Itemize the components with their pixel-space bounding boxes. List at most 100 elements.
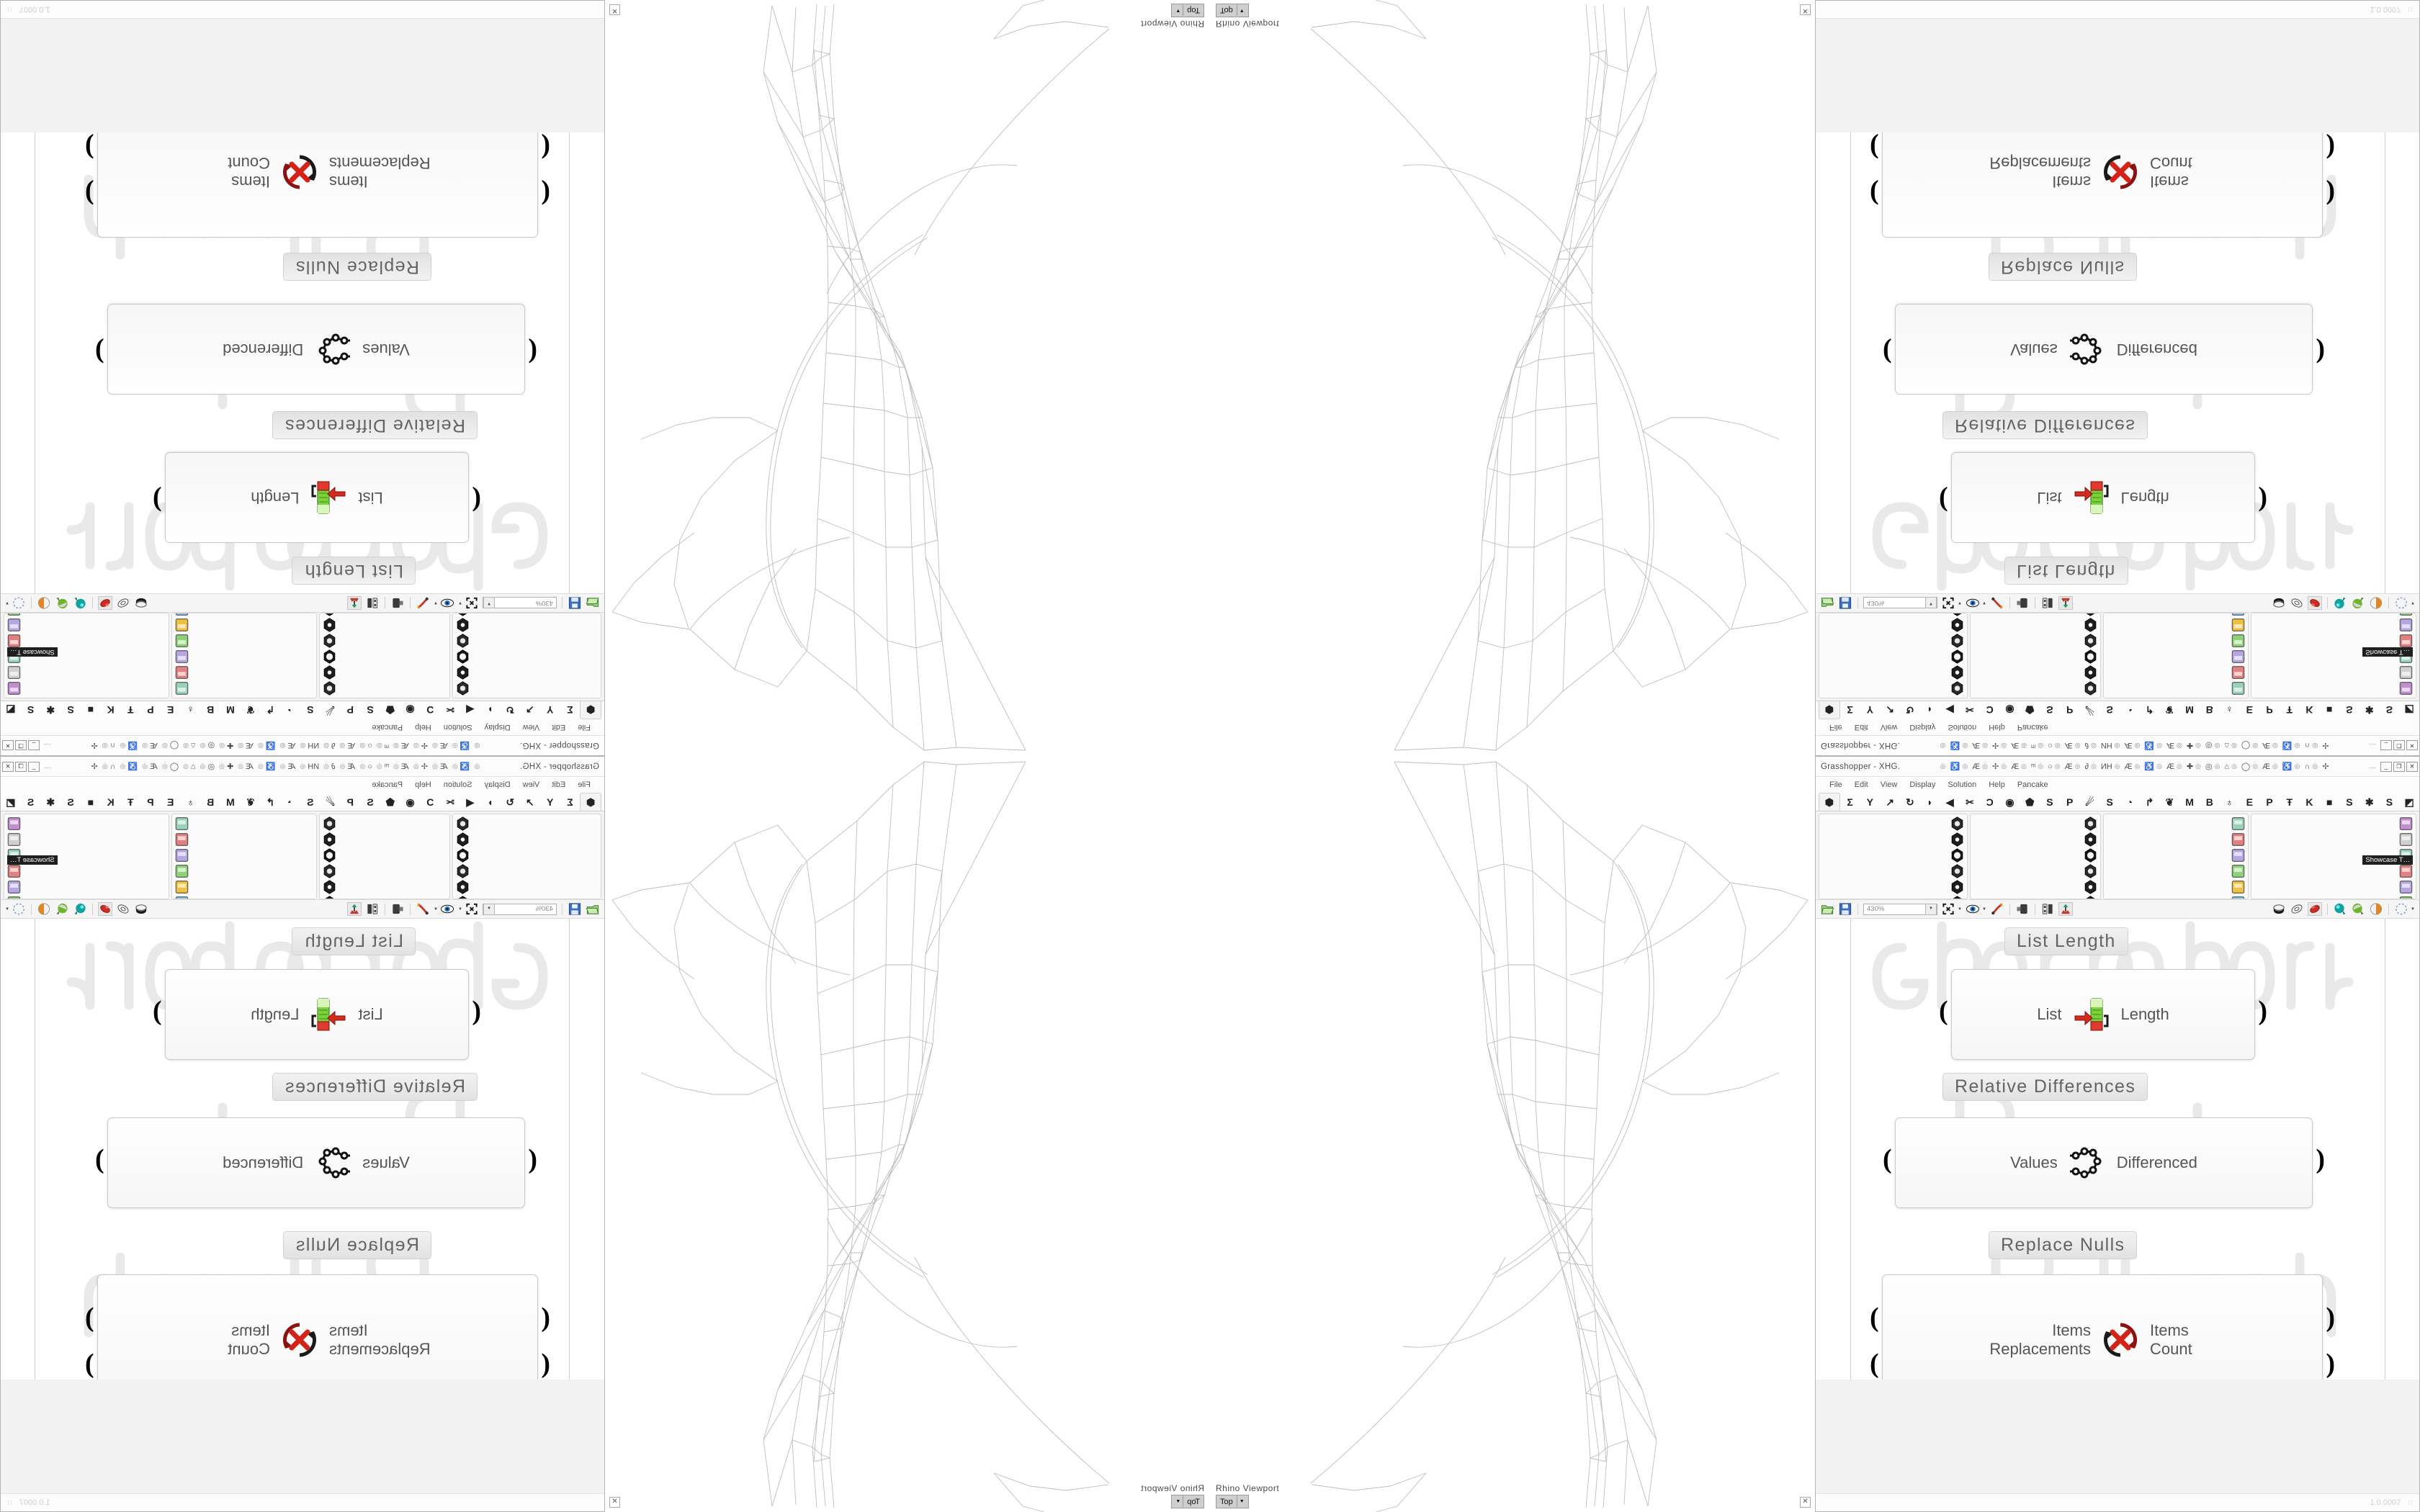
- widget-dot-icon[interactable]: ◎: [120, 742, 126, 750]
- output-grip-icon[interactable]: ): [2326, 1302, 2335, 1333]
- widget-3e-icon[interactable]: Ӕ: [1972, 741, 1981, 750]
- resize-grip-icon[interactable]: ⁝⁝: [2408, 6, 2414, 13]
- output-grip-icon[interactable]: ): [2258, 486, 2267, 516]
- component-icon[interactable]: [2082, 665, 2099, 680]
- close-button[interactable]: ✕: [2406, 740, 2418, 751]
- blue-tab[interactable]: ■: [87, 704, 94, 716]
- widget-3e2-icon[interactable]: Ӕ: [400, 741, 409, 750]
- component-icon[interactable]: [2230, 832, 2246, 847]
- component-icon[interactable]: [1949, 879, 1966, 895]
- component-icon[interactable]: [2230, 863, 2246, 879]
- component-icon[interactable]: [2230, 633, 2246, 649]
- save-file-icon[interactable]: [568, 596, 582, 610]
- more-icon[interactable]: …: [44, 742, 51, 750]
- widget-dot2-icon[interactable]: ◎: [2205, 741, 2213, 750]
- component-icon[interactable]: [1949, 680, 1966, 696]
- component-icon[interactable]: [454, 680, 471, 696]
- t3-tab[interactable]: Ŧ: [2286, 796, 2293, 808]
- widget-dot-icon[interactable]: ◎: [323, 742, 330, 750]
- kangaroo-tab[interactable]: ⬟: [2025, 796, 2035, 808]
- widget-circle-icon[interactable]: ○: [2048, 762, 2053, 771]
- component-icon[interactable]: [6, 633, 22, 649]
- component-icon[interactable]: [2230, 617, 2246, 633]
- param-label[interactable]: Items: [2052, 173, 2091, 191]
- kangaroo-tab[interactable]: ⬟: [2025, 704, 2035, 716]
- param-label[interactable]: Length: [251, 1005, 300, 1023]
- component-icon[interactable]: [454, 832, 471, 847]
- chevron-down-icon[interactable]: ▼: [483, 903, 495, 915]
- widget-un-icon[interactable]: ИН: [308, 762, 320, 771]
- widget-dot-icon[interactable]: ◎: [2021, 762, 2027, 770]
- widget-dot-icon[interactable]: ◎: [2231, 762, 2237, 770]
- node-caption[interactable]: Replace Nulls: [1989, 1231, 2138, 1259]
- param-label[interactable]: Length: [2120, 489, 2169, 507]
- preview-toggle-icon[interactable]: [1966, 902, 1980, 916]
- param-label[interactable]: Replacements: [329, 1340, 431, 1358]
- node-caption[interactable]: Relative Differences: [1942, 1073, 2148, 1101]
- widget-cross-icon[interactable]: ✚: [2186, 741, 2194, 750]
- split-panel-icon[interactable]: [2040, 902, 2055, 916]
- e-tab[interactable]: E: [167, 704, 174, 716]
- widget-dot-icon[interactable]: ◎: [2176, 742, 2182, 750]
- mesh-tab[interactable]: ◀: [1945, 704, 1954, 716]
- bug-tab[interactable]: ☄: [2085, 704, 2094, 716]
- maths-tab[interactable]: Σ: [567, 796, 573, 808]
- widget-profiler-icon[interactable]: ♿: [460, 741, 470, 750]
- node-caption[interactable]: List Length: [292, 927, 416, 955]
- widget-3e4-icon[interactable]: Ӕ: [2124, 762, 2133, 771]
- widget-pin-icon[interactable]: ♿: [2144, 741, 2155, 750]
- widget-dc-icon[interactable]: ∂: [2084, 741, 2089, 750]
- s3-tab[interactable]: S: [2346, 704, 2353, 716]
- component-icon[interactable]: [2398, 895, 2414, 899]
- material-green-icon[interactable]: [2351, 902, 2365, 916]
- component-icon[interactable]: [454, 665, 471, 680]
- bee-tab[interactable]: ♁: [187, 796, 194, 808]
- chevron-down-icon[interactable]: ▼: [1958, 906, 1962, 912]
- menu-item-pancake[interactable]: Pancake: [2017, 780, 2048, 789]
- s2-tab[interactable]: S: [307, 704, 314, 716]
- node-caption[interactable]: Relative Differences: [1942, 411, 2148, 439]
- widget-dot-icon[interactable]: ◎: [452, 742, 458, 750]
- curve-tab[interactable]: ↻: [1905, 704, 1914, 716]
- component-icon[interactable]: [2082, 649, 2099, 665]
- widget-dot-icon[interactable]: ◎: [102, 742, 108, 750]
- panel-toggle-icon[interactable]: [2015, 902, 2030, 916]
- output-grip-icon[interactable]: ): [2326, 179, 2335, 210]
- menu-item-pancake[interactable]: Pancake: [2017, 723, 2048, 732]
- param-label[interactable]: Values: [2010, 1153, 2058, 1171]
- component-icon[interactable]: [6, 816, 22, 832]
- component-icon[interactable]: [6, 895, 22, 899]
- widget-dot-icon[interactable]: ◎: [2038, 742, 2044, 750]
- param-label[interactable]: Items: [2052, 1321, 2091, 1339]
- component-icon[interactable]: [1949, 649, 1966, 665]
- vector-tab[interactable]: ↗: [1886, 796, 1894, 808]
- vector-tab[interactable]: ↗: [526, 704, 534, 716]
- widget-3e2-icon[interactable]: Ӕ: [2011, 762, 2020, 771]
- node-caption[interactable]: List Length: [2004, 557, 2128, 585]
- more-icon[interactable]: …: [44, 762, 51, 770]
- widget-dot-icon[interactable]: ◎: [1962, 742, 1968, 750]
- param-label[interactable]: Count: [228, 154, 270, 172]
- component-icon[interactable]: [321, 879, 338, 895]
- p-tab[interactable]: P: [2066, 796, 2074, 808]
- menu-item-view[interactable]: View: [522, 723, 540, 732]
- maximize-button[interactable]: ❐: [2393, 761, 2405, 772]
- widget-dot-icon[interactable]: ◎: [2156, 762, 2162, 770]
- llama-tab[interactable]: ↱: [2145, 704, 2154, 716]
- component-icon[interactable]: [2082, 847, 2099, 863]
- widget-arc-icon[interactable]: ∩: [109, 741, 116, 750]
- widget-pin-icon[interactable]: ♿: [2144, 762, 2155, 771]
- intersect-tab[interactable]: ✂: [1966, 704, 1974, 716]
- input-grip-icon[interactable]: (: [1870, 179, 1879, 210]
- widget-dot-icon[interactable]: ◎: [300, 742, 306, 750]
- input-grip-icon[interactable]: (: [1870, 133, 1879, 163]
- component-list-length[interactable]: ( List Length ): [1939, 969, 2267, 1060]
- preview-toggle-icon[interactable]: [440, 902, 454, 916]
- component-icon[interactable]: [2398, 879, 2414, 895]
- render-preview-icon[interactable]: [2308, 596, 2323, 610]
- component-icon[interactable]: [1949, 633, 1966, 649]
- save-file-icon[interactable]: [568, 902, 582, 916]
- widget-dot-icon[interactable]: ◎: [142, 742, 148, 750]
- param-label[interactable]: Differenced: [2116, 1153, 2197, 1171]
- widget-dot-icon[interactable]: ◎: [2231, 742, 2237, 750]
